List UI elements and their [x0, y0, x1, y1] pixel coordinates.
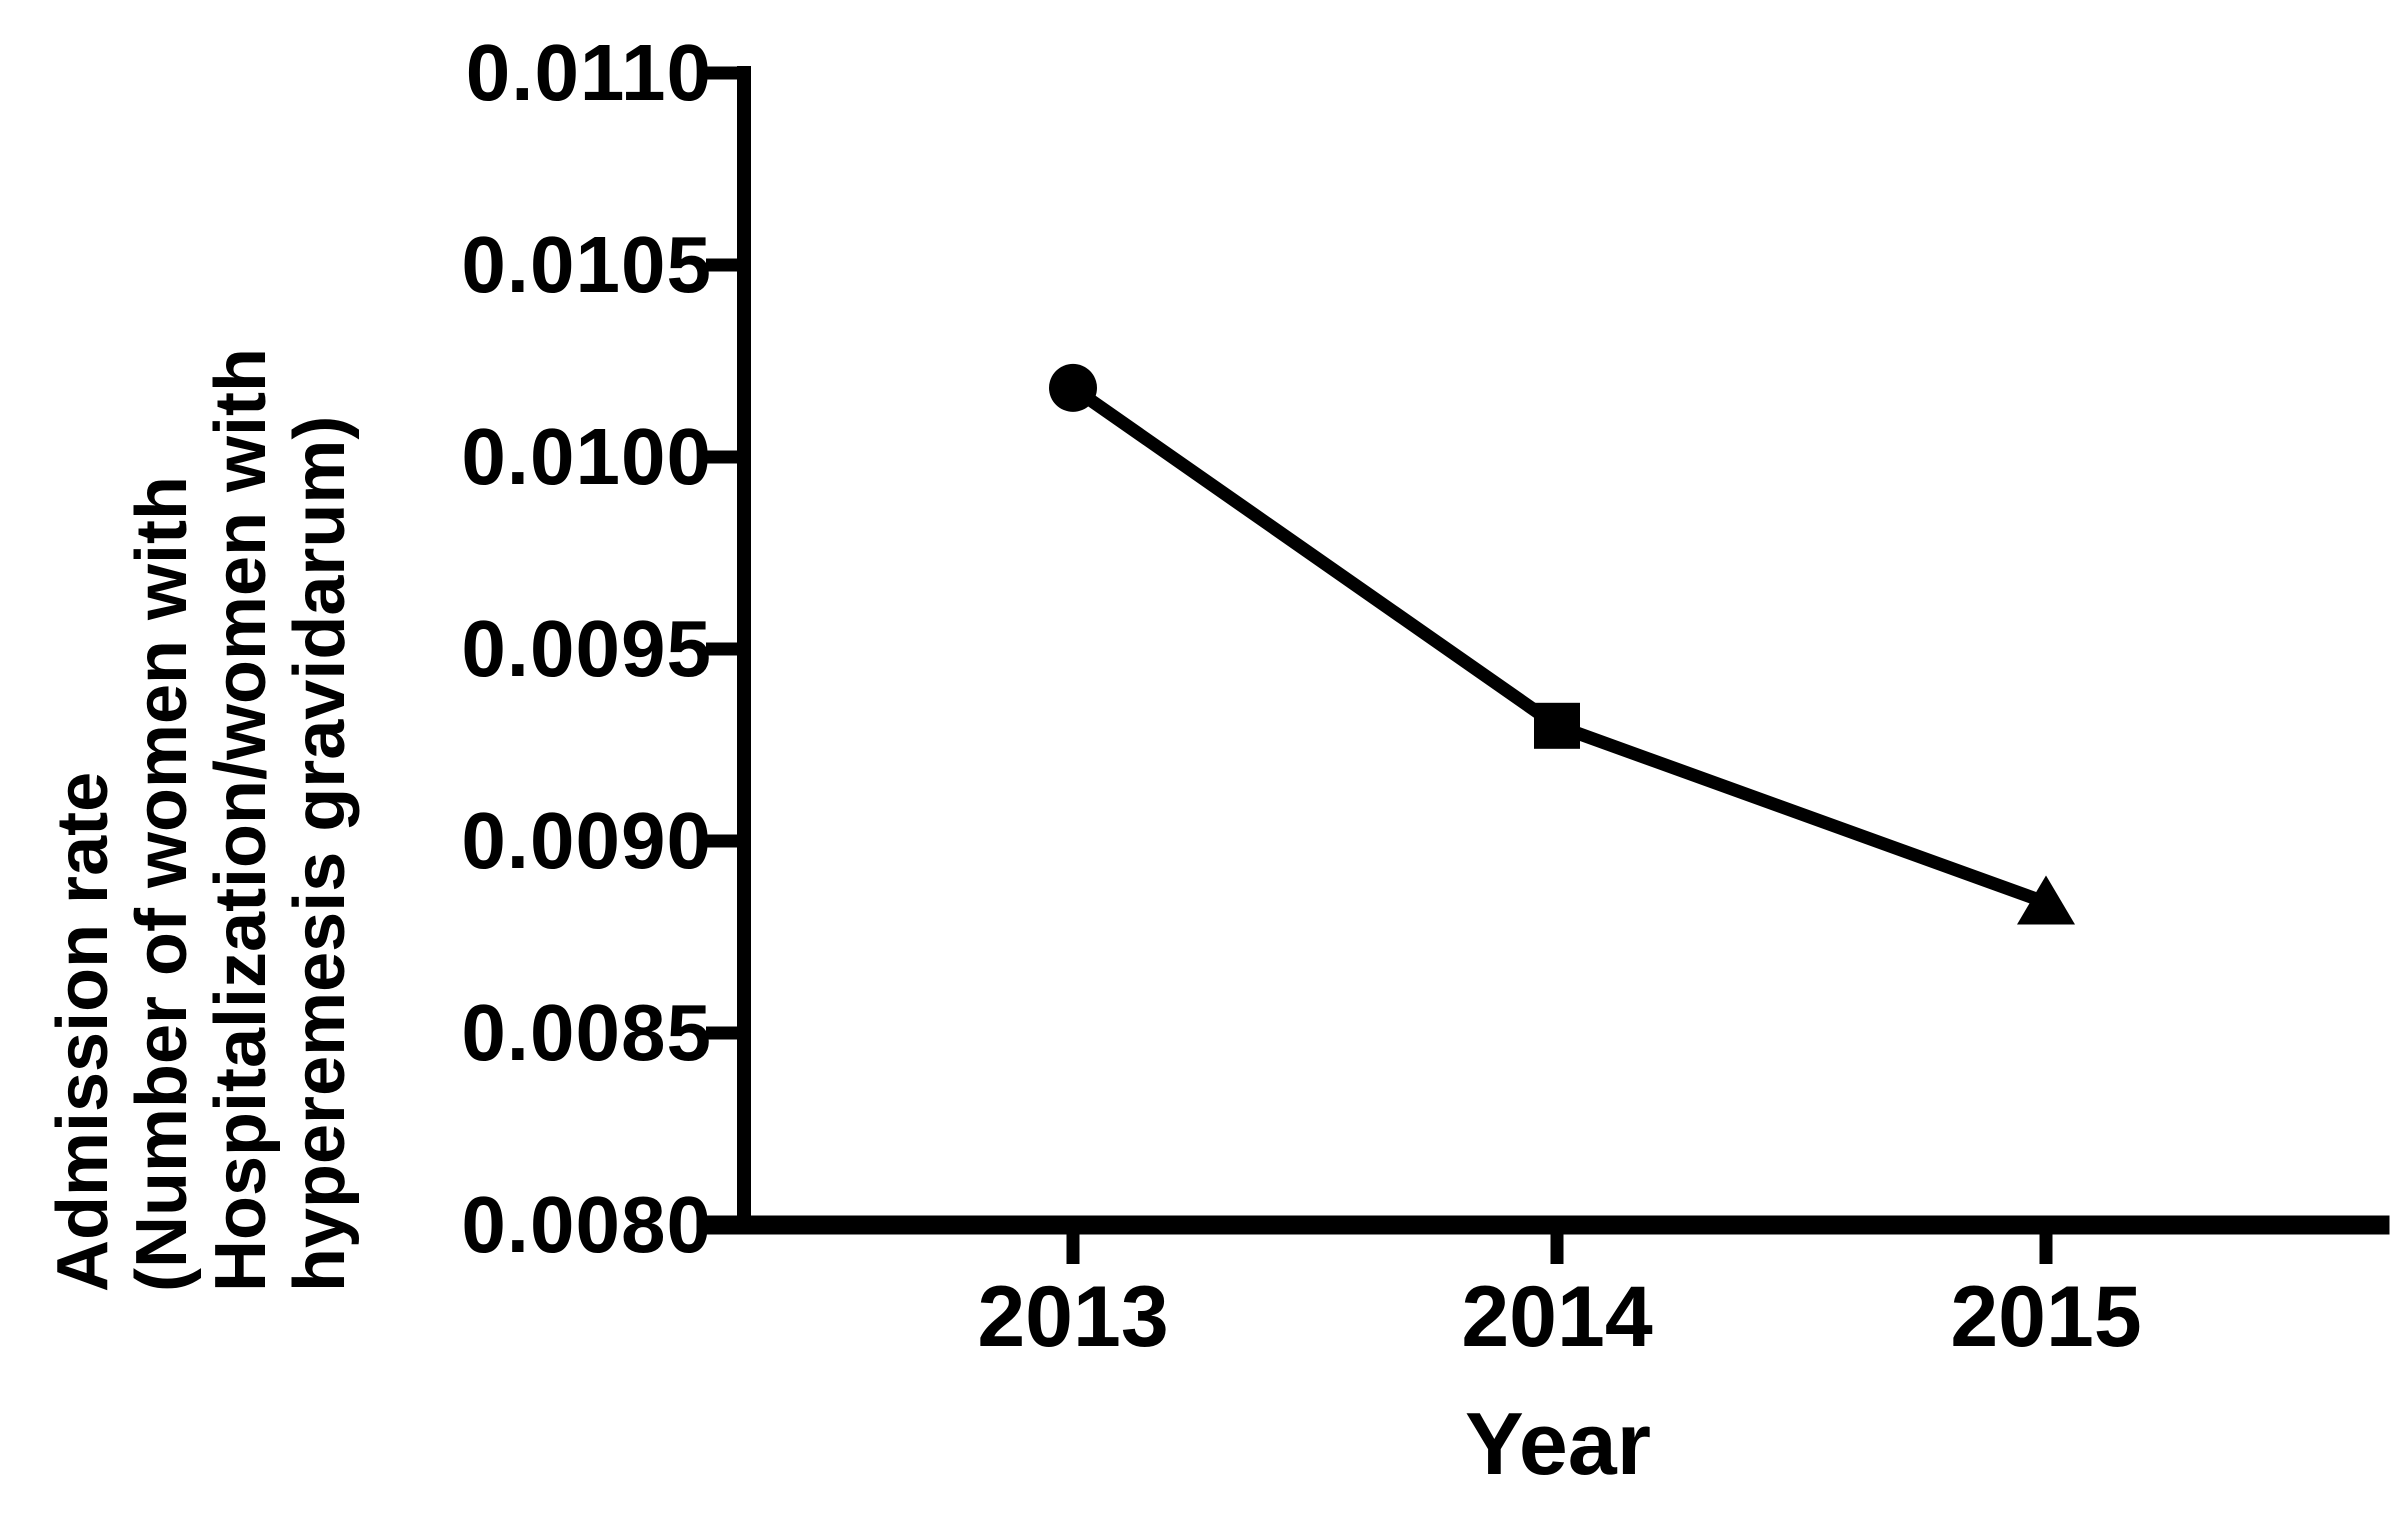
y-tick-label: 0.0090	[461, 796, 712, 885]
y-axis-title: Admission rate (Number of women with Hos…	[43, 40, 360, 1292]
y-tick-label: 0.0105	[461, 220, 712, 309]
y-tick-label: 0.0100	[461, 412, 712, 501]
y-axis-title-line-2: (Number of women with	[122, 476, 202, 1292]
y-tick-label: 0.0085	[461, 988, 712, 1077]
data-point-marker-triangle	[2017, 875, 2075, 925]
y-tick-label: 0.0095	[461, 604, 712, 693]
x-tick-label: 2013	[977, 1269, 1169, 1365]
y-axis-title-line-4: hyperemesis gravidarum)	[280, 415, 360, 1292]
y-tick-label: 0.0080	[461, 1180, 712, 1269]
x-tick-label: 2015	[1950, 1269, 2142, 1365]
x-axis-title: Year	[1465, 1394, 1651, 1493]
data-point-marker-square	[1534, 702, 1580, 749]
data-point-marker-circle	[1049, 363, 1097, 412]
data-line	[1069, 382, 2049, 909]
y-tick-label: 0.0110	[465, 28, 712, 117]
y-axis-title-line-3: Hospitalization/women with	[201, 347, 281, 1292]
y-axis-title-line-1: Admission rate	[43, 771, 123, 1292]
x-tick-label: 2014	[1461, 1269, 1653, 1365]
